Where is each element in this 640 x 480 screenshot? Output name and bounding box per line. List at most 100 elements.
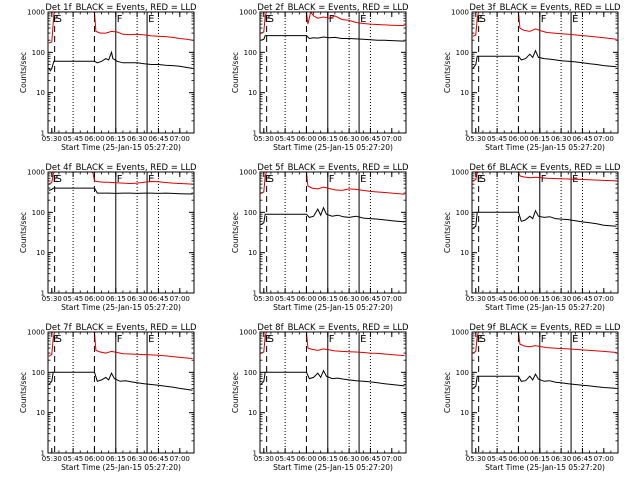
y-tick-label: 1: [465, 450, 469, 458]
panel-title: Det 9f BLACK = Events, RED = LLD: [469, 323, 621, 333]
plot-frame: [47, 11, 195, 134]
panel-title: Det 2f BLACK = Events, RED = LLD: [257, 3, 409, 13]
panel-title-suffix: BLACK = Events, RED = LLD: [76, 163, 197, 173]
x-axis-label: Start Time (25-Jan-15 05:27:20): [273, 463, 393, 472]
panel-title-detector: Det 7f: [45, 323, 72, 333]
x-tick-label: 06:15: [106, 135, 126, 143]
lld-series-line: [260, 12, 405, 34]
panel-title-detector: Det 2f: [257, 3, 284, 13]
y-axis-label: Counts/sec: [231, 52, 240, 93]
panel-title: Det 4f BLACK = Events, RED = LLD: [45, 163, 197, 173]
lld-series-line: [472, 12, 617, 40]
panel-title: Det 6f BLACK = Events, RED = LLD: [469, 163, 621, 173]
marker-label: E: [477, 174, 483, 185]
events-series-line: [260, 35, 405, 42]
y-tick-label: 1000: [27, 169, 45, 177]
events-series-line: [260, 206, 405, 225]
events-series-line: [472, 49, 617, 69]
x-tick-label: 05:45: [487, 135, 507, 143]
x-tick-label: 06:30: [551, 295, 571, 303]
lld-series-line: [260, 172, 405, 195]
marker-label: E: [360, 174, 366, 185]
x-tick-label: 06:00: [84, 295, 104, 303]
x-tick-label: 06:30: [551, 455, 571, 463]
lld-series-line: [48, 12, 193, 44]
panel-title: Det 3f BLACK = Events, RED = LLD: [469, 3, 621, 13]
x-tick-label: 07:00: [594, 135, 614, 143]
marker-label: E: [53, 14, 59, 25]
marker-label: F: [541, 14, 547, 25]
x-tick-label: 07:00: [382, 135, 402, 143]
panel-title-detector: Det 1f: [45, 3, 72, 13]
y-tick-label: 1000: [239, 329, 257, 337]
x-tick-label: 06:45: [360, 455, 380, 463]
x-tick-label: 06:30: [339, 455, 359, 463]
x-tick-label: 05:30: [466, 455, 486, 463]
x-tick-label: 06:15: [530, 295, 550, 303]
marker-label: S: [56, 334, 62, 345]
marker-label: S: [268, 14, 274, 25]
x-tick-label: 06:00: [296, 295, 316, 303]
marker-label: S: [56, 14, 62, 25]
marker-label: E: [148, 334, 154, 345]
marker-label: F: [117, 174, 123, 185]
marker-label: F: [329, 334, 335, 345]
x-tick-label: 06:00: [508, 135, 528, 143]
panel-title-detector: Det 8f: [257, 323, 284, 333]
events-series-line: [48, 50, 193, 72]
x-tick-label: 05:30: [254, 135, 274, 143]
x-tick-label: 06:45: [360, 135, 380, 143]
plot-frame: [259, 11, 407, 134]
panel-title-suffix: BLACK = Events, RED = LLD: [288, 163, 409, 173]
x-tick-label: 06:30: [339, 295, 359, 303]
x-tick-label: 06:45: [148, 135, 168, 143]
panel-title-detector: Det 5f: [257, 163, 284, 173]
x-tick-label: 06:15: [106, 455, 126, 463]
plot-frame: [471, 331, 619, 454]
y-tick-label: 1000: [451, 9, 469, 17]
y-tick-label: 1000: [27, 9, 45, 17]
events-series-line: [48, 371, 193, 391]
marker-label: S: [480, 14, 486, 25]
panel-title: Det 5f BLACK = Events, RED = LLD: [257, 163, 409, 173]
x-tick-label: 06:45: [148, 295, 168, 303]
plot-frame: [471, 171, 619, 294]
x-tick-label: 05:30: [254, 455, 274, 463]
panel-title: Det 1f BLACK = Events, RED = LLD: [45, 3, 197, 13]
x-tick-label: 06:00: [84, 135, 104, 143]
marker-label: S: [56, 174, 62, 185]
x-tick-label: 05:30: [466, 295, 486, 303]
lld-series-line: [472, 332, 617, 354]
x-tick-label: 06:45: [572, 135, 592, 143]
marker-label: S: [268, 334, 274, 345]
marker-label: E: [572, 334, 578, 345]
y-tick-label: 10: [248, 89, 257, 97]
y-tick-label: 100: [32, 49, 45, 57]
x-tick-label: 07:00: [170, 135, 190, 143]
marker-label: E: [572, 14, 578, 25]
x-tick-label: 06:00: [84, 455, 104, 463]
y-tick-label: 10: [36, 89, 45, 97]
y-tick-label: 1000: [451, 169, 469, 177]
panel-title-detector: Det 4f: [45, 163, 72, 173]
y-tick-label: 1000: [27, 329, 45, 337]
x-tick-label: 05:45: [487, 295, 507, 303]
y-tick-label: 100: [244, 49, 257, 57]
x-tick-label: 07:00: [594, 295, 614, 303]
x-tick-label: 06:15: [530, 135, 550, 143]
panel-title-suffix: BLACK = Events, RED = LLD: [76, 3, 197, 13]
x-tick-label: 06:45: [360, 295, 380, 303]
panel-title-suffix: BLACK = Events, RED = LLD: [288, 323, 409, 333]
x-axis-label: Start Time (25-Jan-15 05:27:20): [61, 463, 181, 472]
marker-label: F: [541, 334, 547, 345]
y-tick-label: 100: [32, 369, 45, 377]
x-axis-label: Start Time (25-Jan-15 05:27:20): [485, 463, 605, 472]
panel-title-detector: Det 3f: [469, 3, 496, 13]
marker-label: E: [265, 174, 271, 185]
y-axis-label: Counts/sec: [443, 372, 452, 413]
panel-title-suffix: BLACK = Events, RED = LLD: [500, 163, 621, 173]
